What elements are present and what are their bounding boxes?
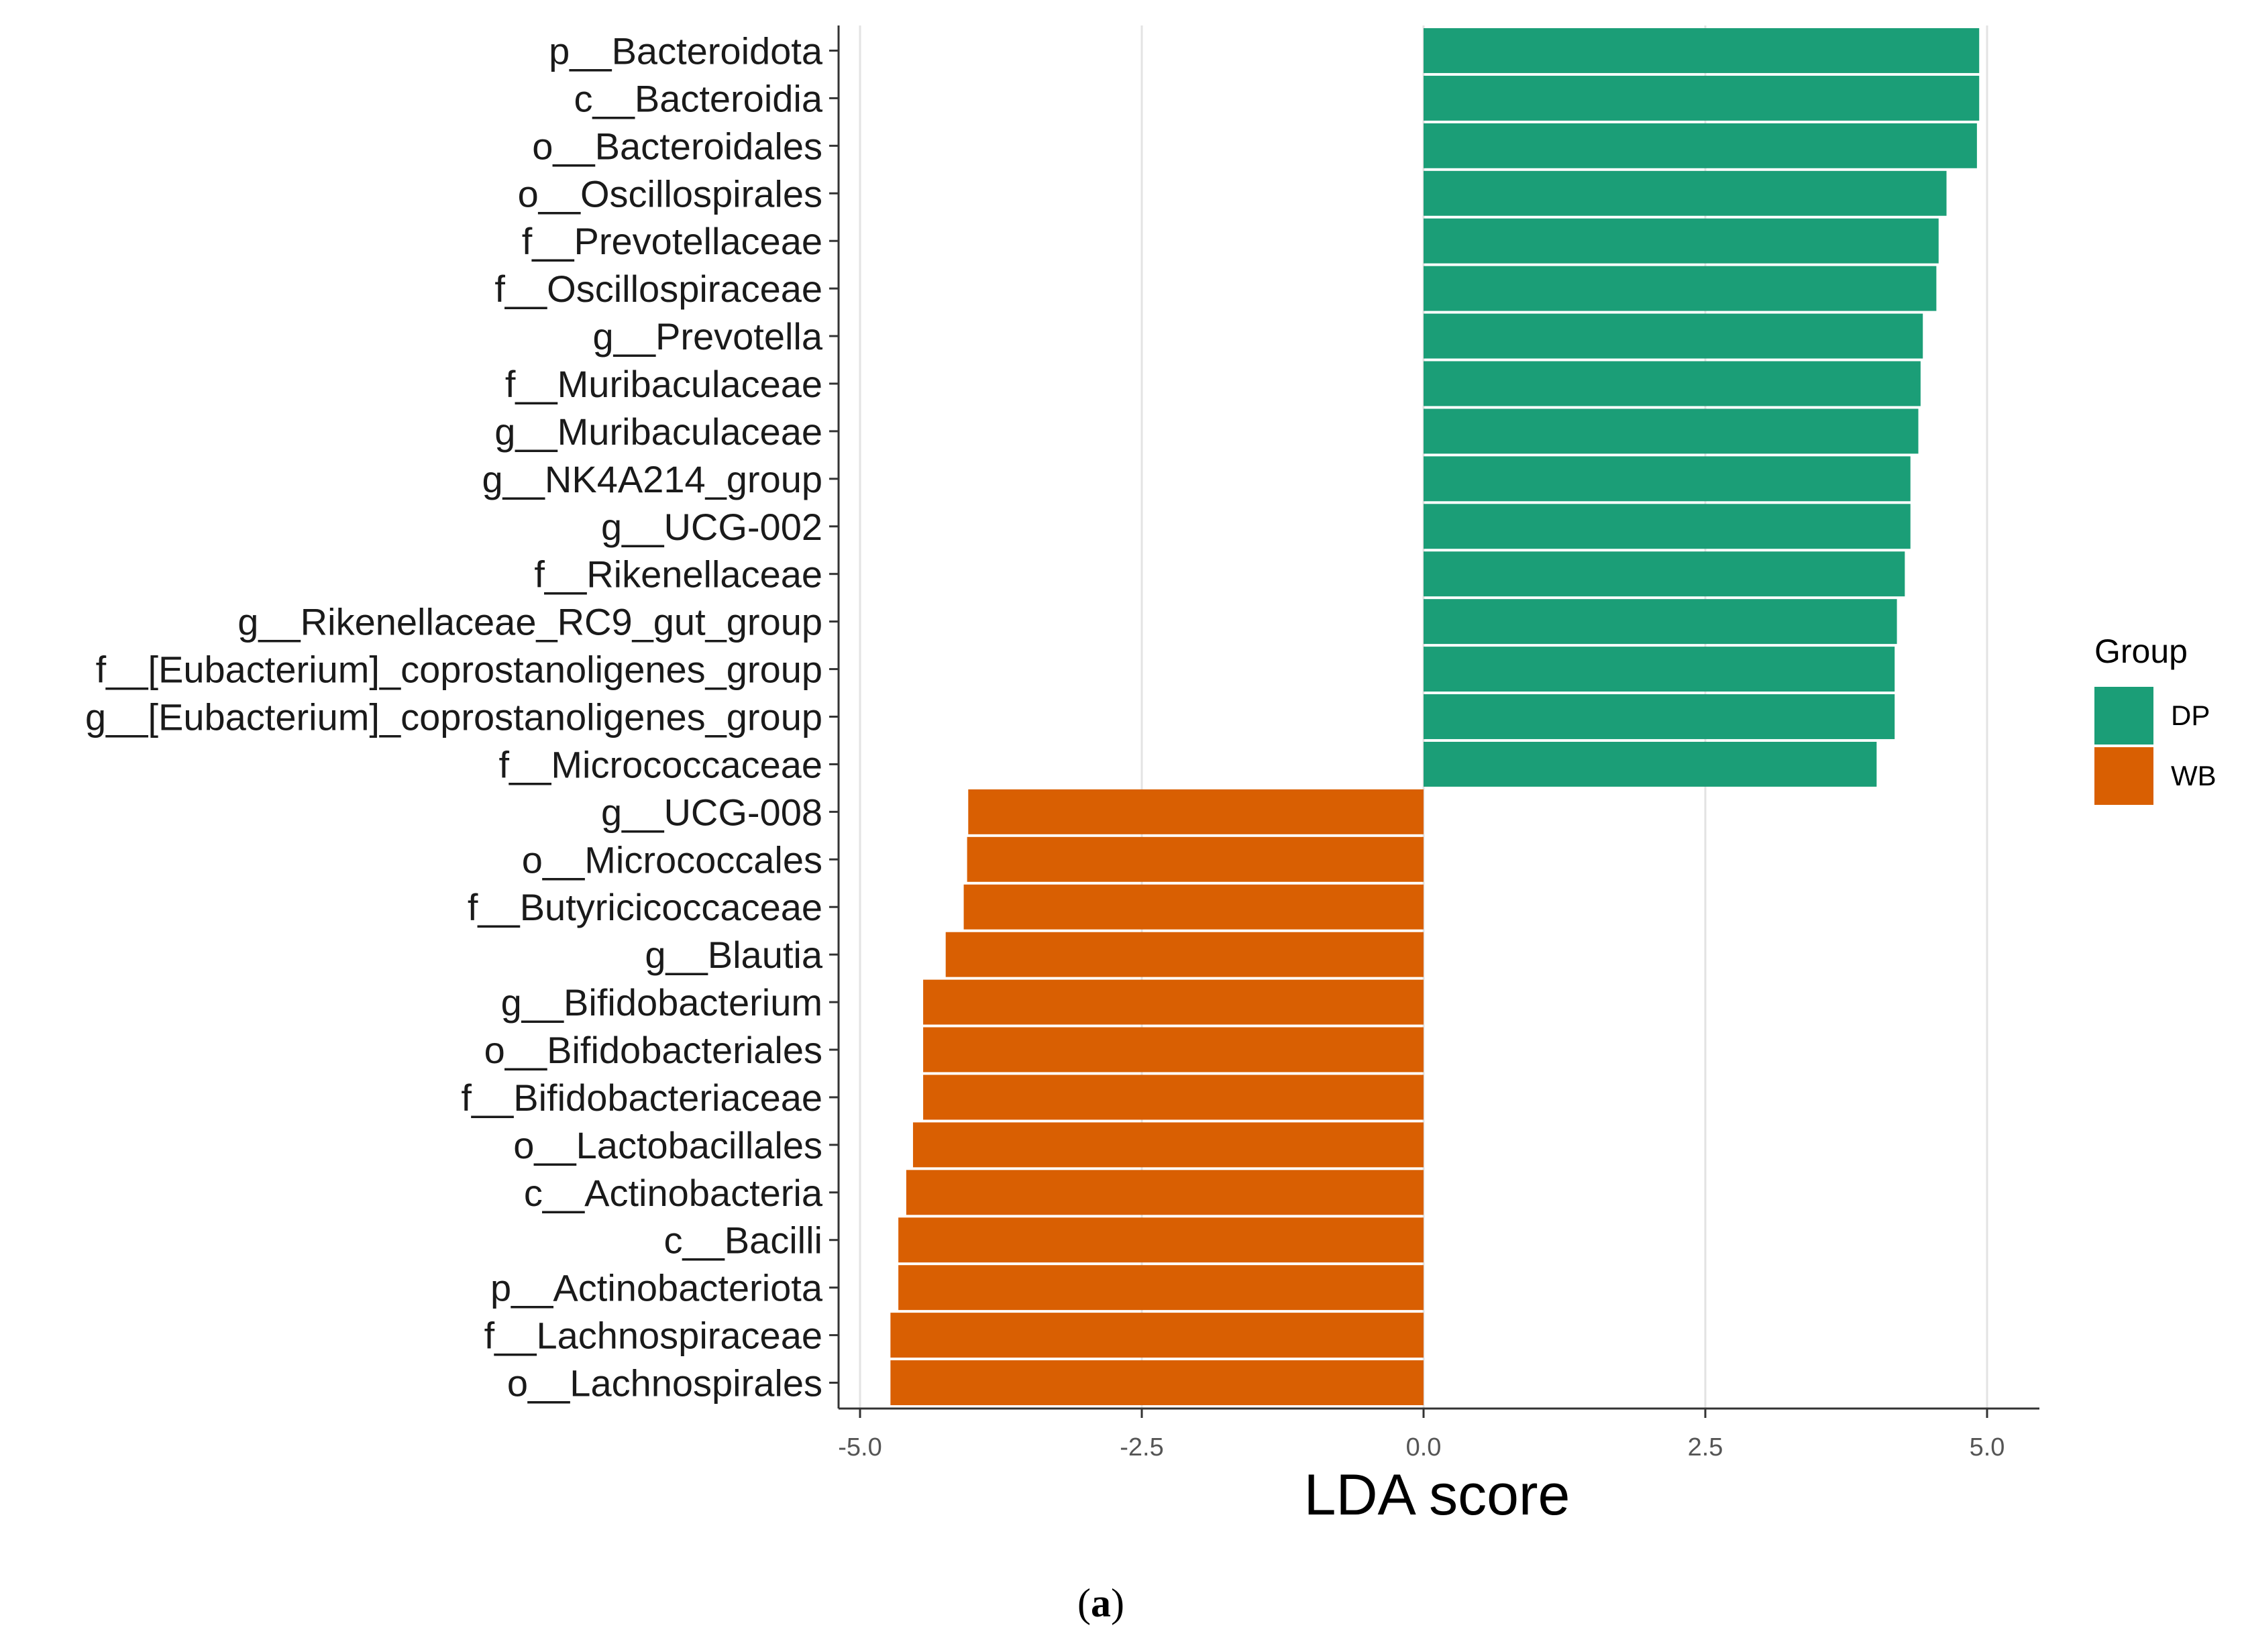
bar-c-bacilli: [898, 1217, 1424, 1263]
figure-caption: (a): [1077, 1581, 1124, 1625]
category-label: g__Blautia: [645, 934, 823, 976]
bar-g-nk4a214-group: [1424, 456, 1911, 502]
bar-f-lachnospiraceae: [890, 1313, 1424, 1358]
bar-g-prevotella: [1424, 313, 1923, 359]
bar-f-micrococcaceae: [1424, 741, 1877, 787]
bar-c-actinobacteria: [906, 1170, 1424, 1215]
x-tick-label: 0.0: [1406, 1433, 1442, 1462]
x-tick-labels: -5.0 -2.5 0.0 2.5 5.0: [838, 1433, 2005, 1462]
bar-g-rikenellaceae-rc9-gut-group: [1424, 599, 1897, 645]
bar-g-bifidobacterium: [923, 979, 1424, 1025]
x-tick-label: -2.5: [1120, 1433, 1163, 1462]
category-label: g__UCG-008: [601, 791, 822, 833]
legend-label-dp: DP: [2171, 700, 2210, 731]
caption-letter: a: [1091, 1581, 1111, 1625]
category-label: o__Bacteroidales: [532, 125, 822, 167]
x-tick-label: 5.0: [1970, 1433, 2005, 1462]
category-label: f__Micrococcaceae: [499, 743, 822, 785]
category-label: c__Actinobacteria: [524, 1172, 823, 1214]
category-label: g__[Eubacterium]_coprostanoligenes_group: [85, 696, 822, 738]
bar-o-micrococcales: [967, 836, 1424, 882]
category-label: f__Prevotellaceae: [522, 220, 822, 262]
bar-o-bacteroidales: [1424, 123, 1977, 168]
bar-g-ucg-002: [1424, 504, 1911, 549]
bar-f-oscillospiraceae: [1424, 266, 1937, 311]
bar-p-bacteroidota: [1424, 28, 1980, 73]
x-axis-title: LDA score: [1304, 1463, 1570, 1527]
legend-label-wb: WB: [2171, 760, 2217, 791]
caption-open-paren: (: [1077, 1581, 1091, 1625]
category-label: c__Bacteroidia: [574, 77, 823, 119]
category-label: g__Rikenellaceae_RC9_gut_group: [237, 601, 822, 643]
category-label: o__Oscillospirales: [518, 172, 822, 215]
category-label: f__Lachnospiraceae: [484, 1315, 822, 1357]
category-labels: p__Bacteroidota c__Bacteroidia o__Bacteroi…: [85, 30, 823, 1404]
category-label: g__UCG-002: [601, 506, 822, 548]
bar-f-muribaculaceae: [1424, 361, 1921, 406]
bar-f-butyricicoccaceae: [963, 884, 1424, 930]
category-label: f__Butyricicoccaceae: [468, 886, 822, 928]
bar-f-eubacterium-coprostanoligenes-group: [1424, 647, 1895, 692]
axes: [829, 25, 2039, 1418]
bar-g-ucg-008: [968, 789, 1424, 834]
x-tick-label: -5.0: [838, 1433, 882, 1462]
bar-c-bacteroidia: [1424, 75, 1980, 121]
bar-g-muribaculaceae: [1424, 408, 1919, 454]
bar-g-blautia: [945, 932, 1424, 977]
category-label: o__Micrococcales: [522, 838, 822, 881]
bar-o-lactobacillales: [912, 1122, 1424, 1168]
category-label: c__Bacilli: [663, 1219, 822, 1262]
legend-swatch-dp: [2094, 687, 2153, 745]
category-label: o__Lactobacillales: [513, 1124, 822, 1166]
bar-p-actinobacteriota: [898, 1265, 1424, 1311]
bar-f-rikenellaceae: [1424, 551, 1905, 597]
category-label: f__Rikenellaceae: [534, 553, 822, 596]
category-label: f__Oscillospiraceae: [494, 268, 822, 310]
x-tick-label: 2.5: [1688, 1433, 1723, 1462]
category-label: p__Bacteroidota: [549, 30, 823, 72]
category-label: g__NK4A214_group: [482, 458, 822, 500]
legend-swatch-wb: [2094, 747, 2153, 805]
category-label: o__Lachnospirales: [507, 1362, 822, 1405]
bar-f-prevotellaceae: [1424, 218, 1939, 264]
legend-title: Group: [2094, 632, 2188, 670]
bar-g-eubacterium-coprostanoligenes-group: [1424, 694, 1895, 739]
bars-group: [890, 28, 1980, 1405]
category-label: f__Bifidobacteriaceae: [461, 1077, 822, 1119]
category-label: f__Muribaculaceae: [505, 363, 822, 405]
category-label: o__Bifidobacteriales: [484, 1029, 822, 1071]
legend: Group DP WB: [2094, 632, 2217, 805]
category-label: p__Actinobacteriota: [490, 1267, 823, 1309]
category-label: g__Prevotella: [593, 315, 823, 357]
bar-o-lachnospirales: [890, 1360, 1424, 1405]
bar-o-bifidobacteriales: [923, 1027, 1424, 1072]
bar-o-oscillospirales: [1424, 170, 1947, 216]
bar-f-bifidobacteriaceae: [923, 1075, 1424, 1120]
caption-close-paren: ): [1111, 1581, 1124, 1625]
category-label: g__Bifidobacterium: [501, 981, 822, 1024]
category-label: f__[Eubacterium]_coprostanoligenes_group: [96, 649, 822, 691]
category-label: g__Muribaculaceae: [494, 410, 822, 453]
